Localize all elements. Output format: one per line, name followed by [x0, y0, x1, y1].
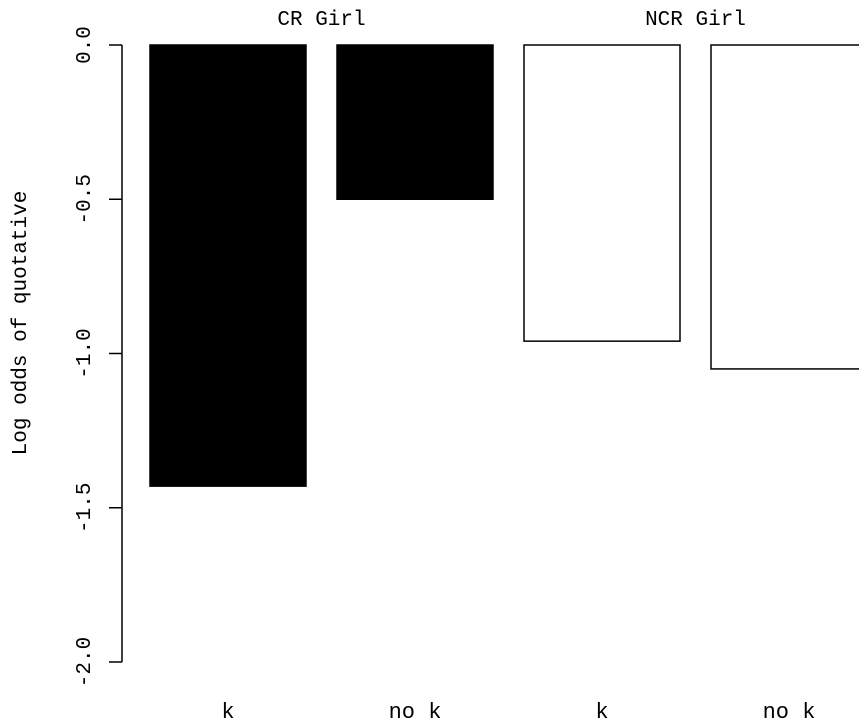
category-label: no k — [763, 700, 816, 723]
bars — [149, 44, 859, 487]
y-axis: 0.0 -0.5 -1.0 -1.5 -2.0 — [74, 26, 123, 687]
category-label: k — [595, 700, 608, 723]
bar-2 — [336, 44, 494, 200]
y-tick-label: -2.0 — [74, 637, 97, 687]
category-labels: k no k k no k — [221, 700, 815, 723]
category-label: k — [221, 700, 234, 723]
y-tick-label: 0.0 — [74, 26, 97, 64]
y-tick-label: -0.5 — [74, 174, 97, 224]
bar-4 — [710, 44, 859, 370]
y-tick-label: -1.0 — [74, 328, 97, 378]
y-axis-title: Log odds of quotative — [10, 191, 33, 456]
group-label: CR Girl — [277, 9, 365, 32]
group-label: NCR Girl — [645, 9, 746, 32]
group-labels: CR Girl NCR Girl — [277, 9, 746, 32]
bar-1 — [149, 44, 307, 487]
category-label: no k — [389, 700, 442, 723]
bar-3 — [523, 44, 681, 342]
y-tick-label: -1.5 — [74, 483, 97, 533]
